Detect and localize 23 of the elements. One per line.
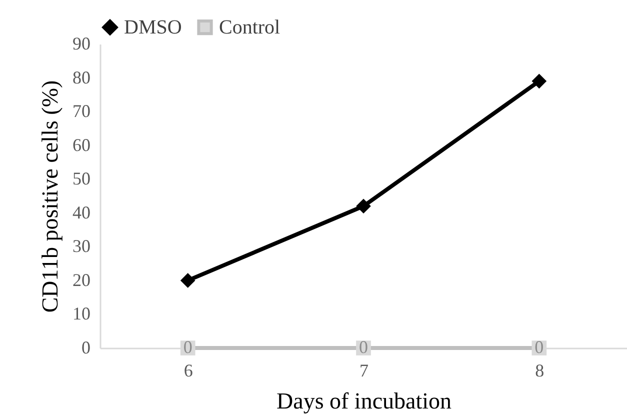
y-tick-label: 10	[72, 304, 90, 324]
point	[356, 198, 371, 214]
data-label: 0	[359, 337, 368, 357]
point	[532, 74, 547, 89]
point	[180, 273, 196, 288]
x-axis-title: Days of incubation	[276, 388, 452, 414]
y-axis-title: CD11b positive cells (%)	[38, 80, 62, 313]
y-tick-label: 20	[72, 270, 90, 290]
data-label: 0	[534, 337, 544, 357]
y-tick-label: 70	[72, 101, 90, 122]
legend-label: DMSO	[124, 16, 182, 38]
x-tick-label: 8	[535, 360, 544, 380]
x-tick-label: 7	[360, 360, 368, 380]
x-tick-label: 6	[184, 360, 193, 380]
y-tick-label: 0	[82, 338, 90, 358]
y-tick-label: 30	[72, 236, 90, 256]
legend-label: Control	[219, 16, 281, 38]
y-tick-label: 50	[72, 168, 90, 189]
y-tick-label: 80	[72, 67, 90, 88]
data-label: 0	[183, 337, 192, 357]
y-tick-label: 60	[72, 134, 90, 155]
y-tick-label: 40	[72, 202, 90, 222]
y-tick-label: 90	[72, 34, 90, 54]
